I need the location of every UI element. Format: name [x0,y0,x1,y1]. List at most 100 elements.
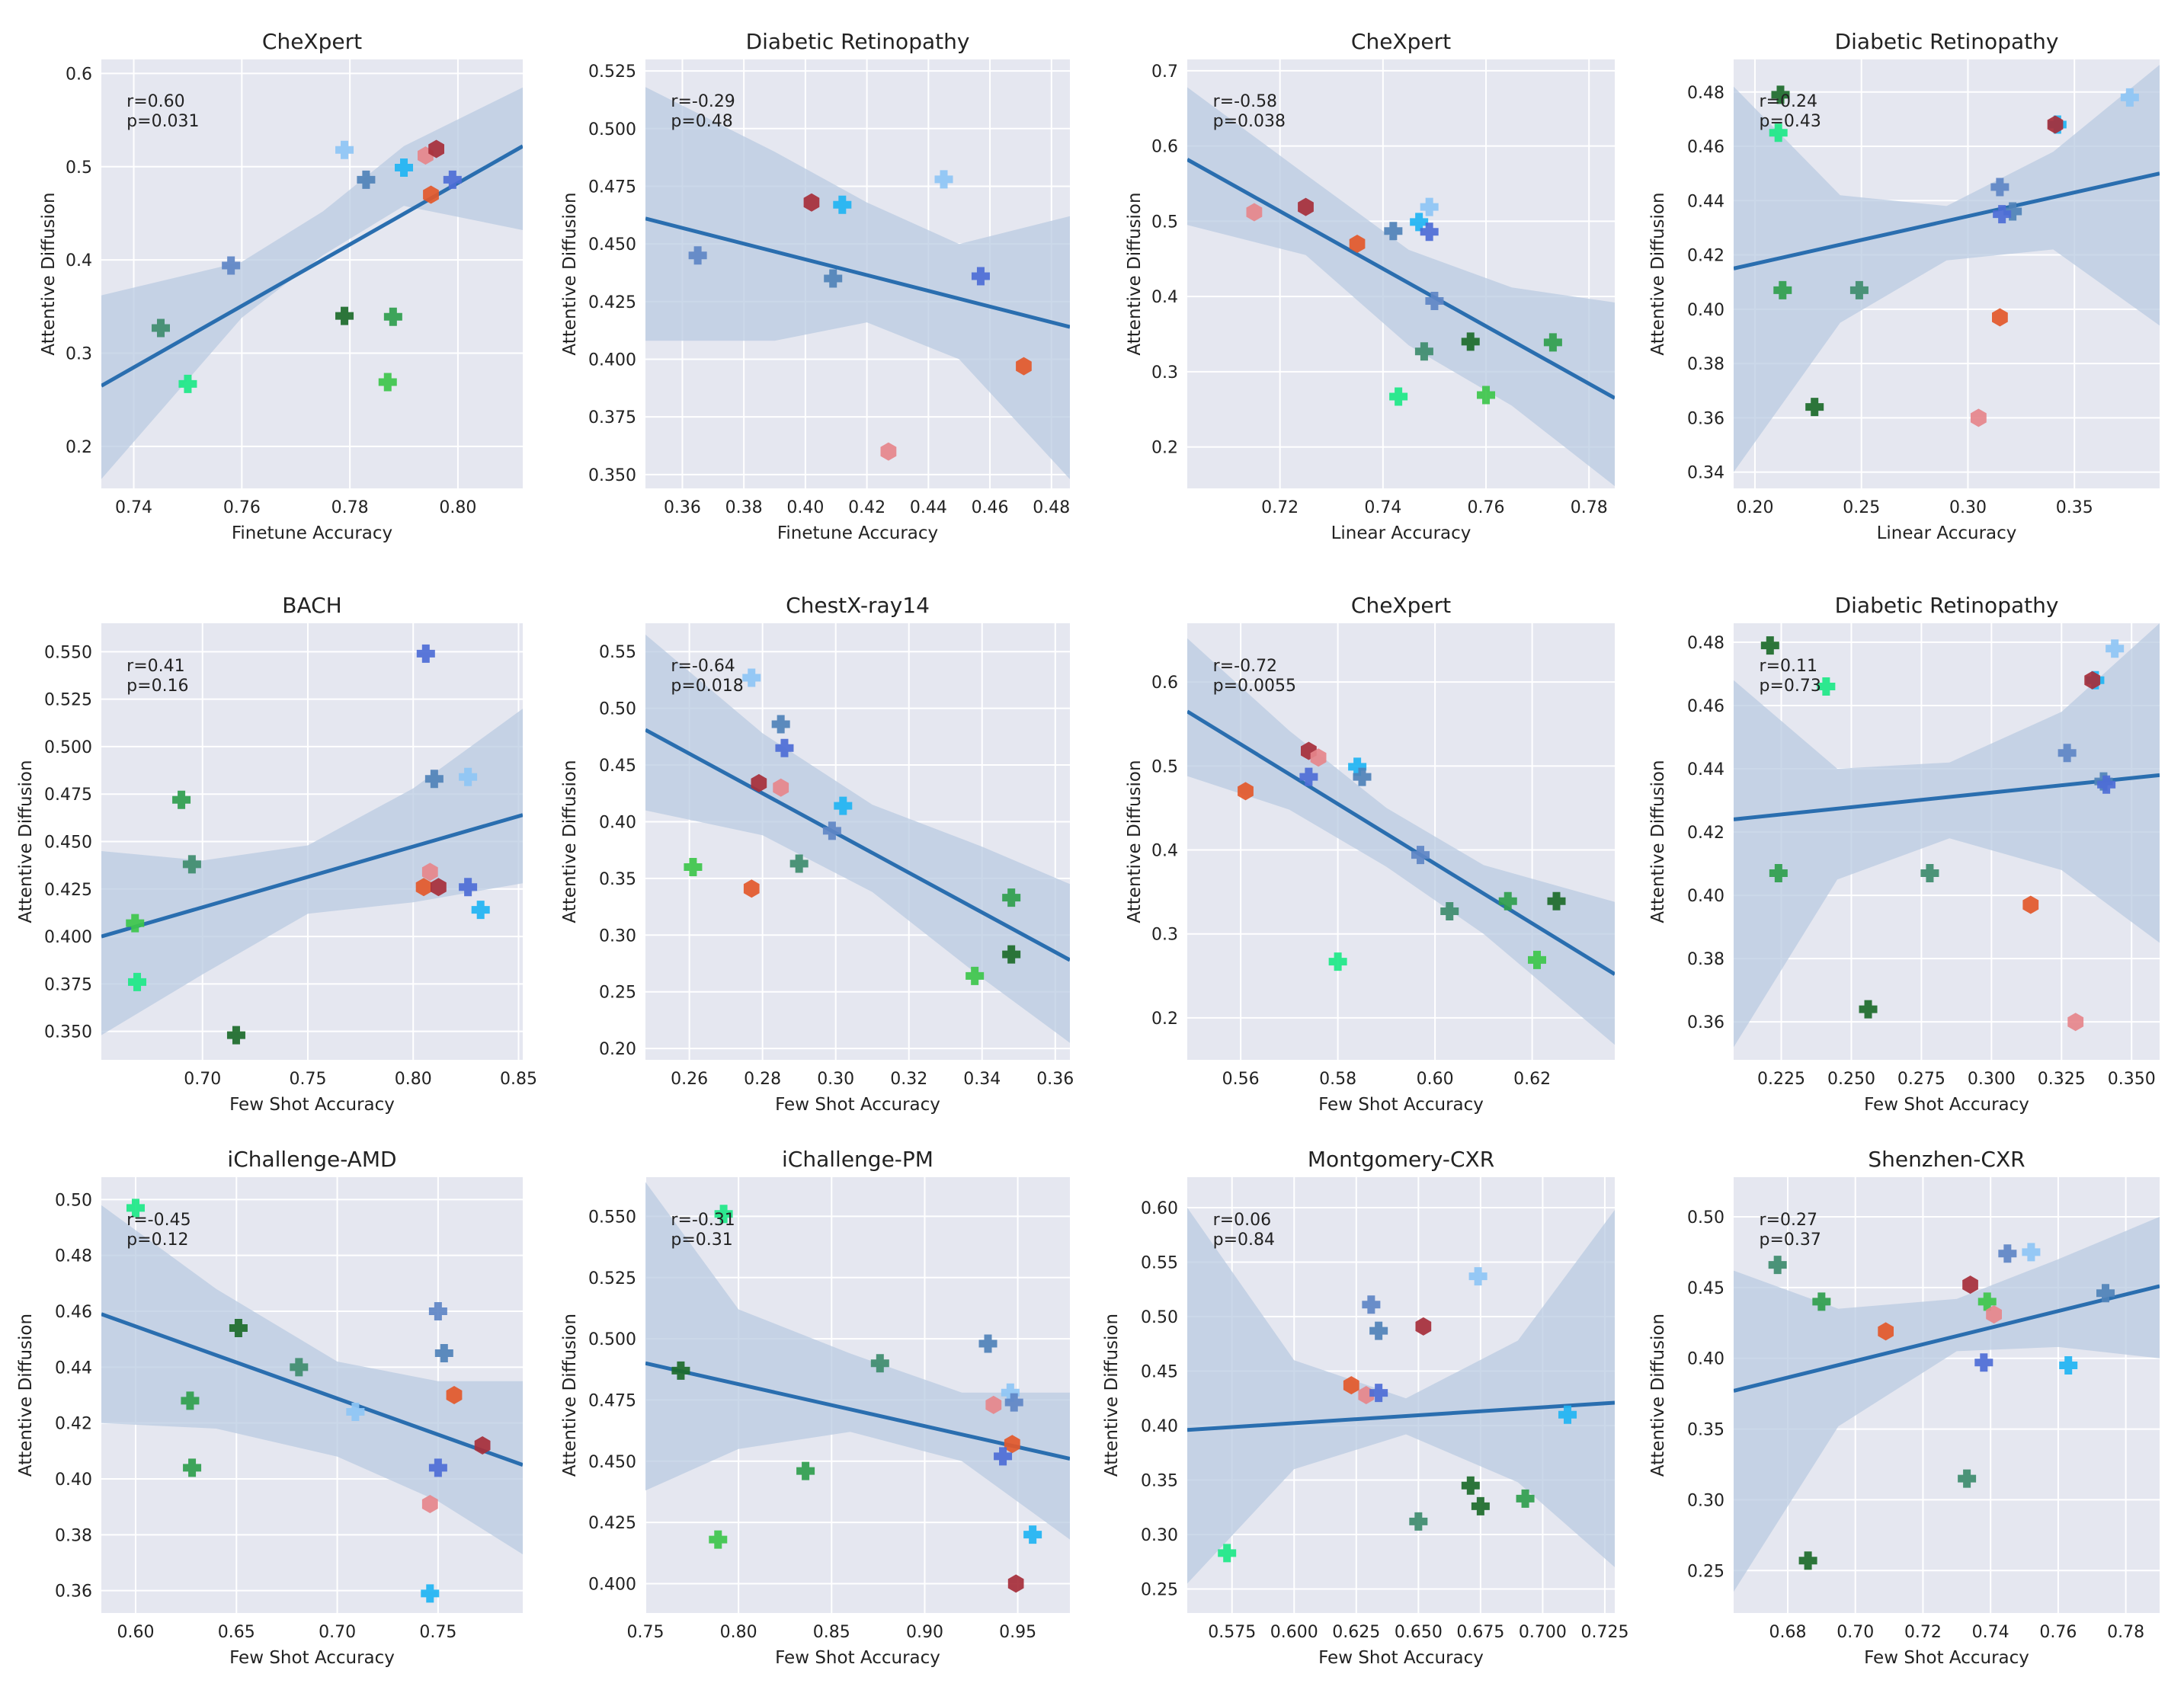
correlation-r-label: r=-0.64 [671,657,735,676]
y-tick-label: 0.450 [44,834,92,853]
x-axis-label: Few Shot Accuracy [1864,1648,2029,1668]
y-tick-label: 0.50 [599,700,636,719]
regression-line [101,813,523,939]
y-axis-label: Attentive Diffusion [560,760,580,923]
data-point-hexagon [1415,1317,1432,1336]
data-point-plus [335,306,354,325]
data-point-plus [1411,846,1430,865]
y-tick-label: 0.50 [1141,1308,1178,1327]
correlation-r-label: r=-0.31 [671,1211,735,1230]
x-tick-label: 0.30 [1949,498,1987,517]
x-tick-label: 0.72 [1261,498,1299,517]
data-point-plus [222,256,241,275]
x-tick-label: 0.38 [725,498,763,517]
y-axis-label: Attentive Diffusion [1102,1314,1122,1477]
data-point-plus [709,1530,728,1549]
x-tick-label: 0.42 [848,498,885,517]
scatter-panel: r=-0.64p=0.018 0.26 0.28 0.30 0.32 0.34 0.36 0.… [560,593,1074,1115]
scatter-panel: r=0.60p=0.031 0.74 0.76 0.78 0.80 0.2 0.3 0.4 0.… [39,29,523,543]
data-point-plus [1977,1292,1997,1311]
y-tick-label: 0.55 [1141,1254,1178,1273]
y-tick-label: 0.400 [588,350,636,370]
y-tick-label: 0.475 [588,178,636,197]
data-point-hexagon [431,878,447,897]
regression-line [1187,1400,1615,1432]
x-tick-label: 0.70 [184,1070,221,1089]
y-axis-label: Attentive Diffusion [560,1314,580,1477]
regression-line [1187,709,1615,976]
confidence-band [645,87,1070,479]
correlation-p-label: p=0.37 [1760,1231,1821,1250]
y-tick-label: 0.3 [1151,363,1178,382]
x-tick-label: 0.70 [1837,1623,1874,1642]
x-axis-label: Few Shot Accuracy [1318,1095,1484,1115]
x-tick-label: 0.725 [1580,1623,1628,1642]
data-point-plus [688,246,707,265]
data-point-hexagon [2047,115,2064,134]
data-point-plus [1461,1476,1480,1495]
data-point-plus [1001,1383,1020,1402]
y-tick-label: 0.6 [1151,138,1178,157]
y-tick-label: 0.425 [588,1514,636,1533]
y-tick-label: 0.44 [1687,760,1724,779]
data-point-plus [1369,1384,1388,1403]
x-tick-label: 0.225 [1757,1070,1805,1089]
data-point-plus [151,318,170,338]
data-point-plus [1384,222,1403,241]
data-point-plus [1004,1393,1023,1412]
data-point-plus [966,966,985,985]
correlation-p-label: p=0.018 [671,677,743,696]
data-point-plus [459,767,478,786]
data-point-plus [395,158,414,177]
correlation-p-label: p=0.0055 [1213,677,1296,696]
chart-title: CheXpert [262,29,362,54]
data-point-hexagon [880,442,897,461]
x-tick-label: 0.26 [671,1070,708,1089]
x-tick-label: 0.325 [2038,1070,2086,1089]
data-point-plus [229,1319,248,1337]
x-tick-label: 0.46 [972,498,1009,517]
data-point-plus [424,770,444,789]
y-tick-label: 0.375 [588,408,636,427]
plot-content [645,634,1070,1043]
scatter-panel: r=-0.29p=0.48 0.36 0.38 0.40 0.42 0.44 0.46 0.4… [560,29,1070,543]
data-point-plus [2058,744,2077,763]
data-point-hexagon [421,863,438,882]
y-tick-label: 0.50 [55,1191,92,1210]
data-point-plus [1993,205,2012,224]
data-point-plus [1817,677,1836,696]
data-point-plus [1990,178,2009,197]
y-axis-label: Attentive Diffusion [560,192,580,355]
y-tick-label: 0.40 [1687,1350,1724,1369]
data-point-hexagon [2067,1013,2084,1032]
y-tick-label: 0.350 [588,466,636,485]
scatter-panel: r=0.06p=0.84 0.575 0.600 0.625 0.650 0.675 0.7… [1102,1147,1628,1668]
chart-title: Diabetic Retinopathy [1835,29,2059,54]
x-tick-label: 0.90 [906,1623,943,1642]
scatter-panel: r=0.24p=0.43 0.20 0.25 0.30 0.35 0.34 0.36 0.38… [1648,29,2160,543]
data-point-plus [383,307,402,326]
y-axis-label: Attentive Diffusion [1648,192,1668,355]
y-tick-label: 0.35 [1687,1421,1724,1440]
x-tick-label: 0.350 [2108,1070,2156,1089]
x-tick-label: 0.32 [890,1070,927,1089]
data-point-hexagon [1246,203,1263,222]
data-point-plus [1420,197,1439,216]
data-point-hexagon [1310,748,1327,767]
x-axis-label: Few Shot Accuracy [775,1648,940,1668]
y-tick-label: 0.2 [1151,1010,1178,1029]
chart-title: CheXpert [1351,593,1451,618]
data-point-plus [1998,1244,2017,1263]
y-tick-label: 0.3 [1151,926,1178,945]
data-point-plus [178,374,197,393]
y-tick-label: 0.48 [55,1247,92,1266]
y-tick-label: 0.400 [588,1575,636,1594]
x-tick-label: 0.60 [1417,1070,1454,1089]
data-point-plus [1420,222,1439,242]
correlation-p-label: p=0.031 [126,112,199,131]
data-point-plus [775,738,794,757]
y-tick-label: 0.4 [66,251,92,270]
x-tick-label: 0.20 [1736,498,1773,517]
y-tick-label: 0.425 [44,881,92,900]
chart-title: CheXpert [1351,29,1451,54]
